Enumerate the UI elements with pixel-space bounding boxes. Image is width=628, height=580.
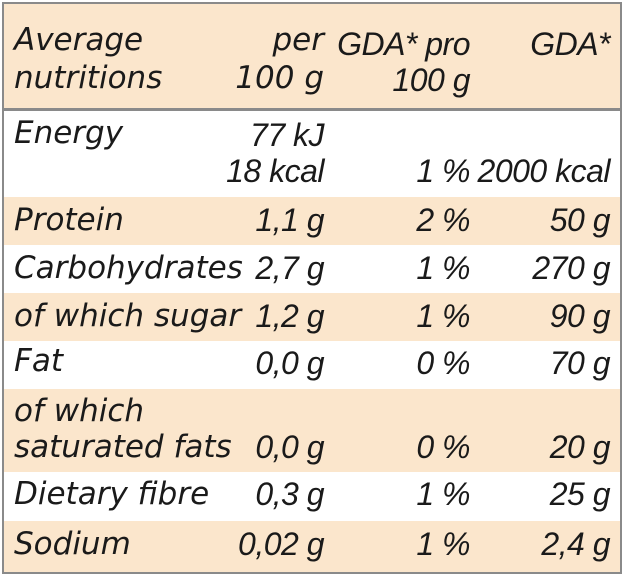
row-gda-pct: 0 %	[416, 429, 470, 465]
header-row: Average nutritions per 100 g GDA* pro 10…	[4, 4, 620, 108]
row-per: 0,0 g	[255, 429, 324, 465]
row-label: Protein	[14, 202, 124, 238]
header-separator	[4, 108, 620, 111]
header-label-line2: nutritions	[14, 60, 163, 96]
table-row-energy: Energy 77 kJ 18 kcal 1 % 2000 kcal	[4, 111, 620, 197]
row-label: of which sugar	[14, 298, 242, 334]
row-per: 0,3 g	[255, 476, 324, 512]
table-row-saturated-fats: of which saturated fats 0,0 g 0 % 20 g	[4, 389, 620, 472]
row-gda-pct: 1 %	[416, 476, 470, 512]
row-gda: 50 g	[549, 202, 611, 238]
header-per-line2: 100 g	[235, 60, 324, 96]
row-gda-pct: 2 %	[416, 202, 470, 238]
row-label: Fat	[14, 343, 63, 379]
row-gda-pct: 1 %	[416, 153, 470, 189]
row-per: 1,1 g	[255, 202, 324, 238]
row-gda: 70 g	[549, 345, 611, 381]
row-per: 0,02 g	[238, 526, 324, 562]
row-gda-pct: 1 %	[416, 250, 470, 286]
row-gda: 270 g	[532, 250, 610, 286]
header-gda-pro-line2: 100 g	[392, 62, 470, 98]
header-label-line1: Average	[14, 22, 144, 58]
header-gda: GDA*	[530, 26, 610, 62]
table-row-carbohydrates: Carbohydrates 2,7 g 1 % 270 g	[4, 245, 620, 293]
table-row-sugar: of which sugar 1,2 g 1 % 90 g	[4, 293, 620, 341]
row-label: Energy	[14, 115, 124, 151]
row-gda-pct: 1 %	[416, 526, 470, 562]
row-label: Carbohydrates	[14, 250, 243, 286]
row-per-line1: 77 kJ	[250, 117, 324, 153]
table-row-sodium: Sodium 0,02 g 1 % 2,4 g	[4, 521, 620, 572]
row-per: 0,0 g	[255, 345, 324, 381]
table-row-dietary-fibre: Dietary fibre 0,3 g 1 % 25 g	[4, 472, 620, 521]
header-gda-pro-line1: GDA* pro	[337, 26, 470, 62]
header-per-line1: per	[272, 22, 325, 58]
row-gda: 20 g	[549, 429, 611, 465]
nutrition-table: Average nutritions per 100 g GDA* pro 10…	[2, 2, 622, 574]
row-per: 1,2 g	[255, 298, 324, 334]
row-label-line2: saturated fats	[14, 429, 232, 465]
row-gda: 90 g	[549, 298, 611, 334]
table-row-protein: Protein 1,1 g 2 % 50 g	[4, 197, 620, 245]
row-gda: 2,4 g	[541, 526, 610, 562]
row-label: Dietary fibre	[14, 476, 210, 512]
row-gda-pct: 0 %	[416, 345, 470, 381]
row-per: 2,7 g	[255, 250, 324, 286]
row-label: Sodium	[14, 526, 131, 562]
table-row-fat: Fat 0,0 g 0 % 70 g	[4, 341, 620, 389]
row-label-line1: of which	[14, 393, 145, 429]
row-gda: 25 g	[549, 476, 611, 512]
row-per-line2: 18 kcal	[226, 153, 324, 189]
row-gda-pct: 1 %	[416, 298, 470, 334]
row-gda: 2000 kcal	[477, 153, 611, 189]
